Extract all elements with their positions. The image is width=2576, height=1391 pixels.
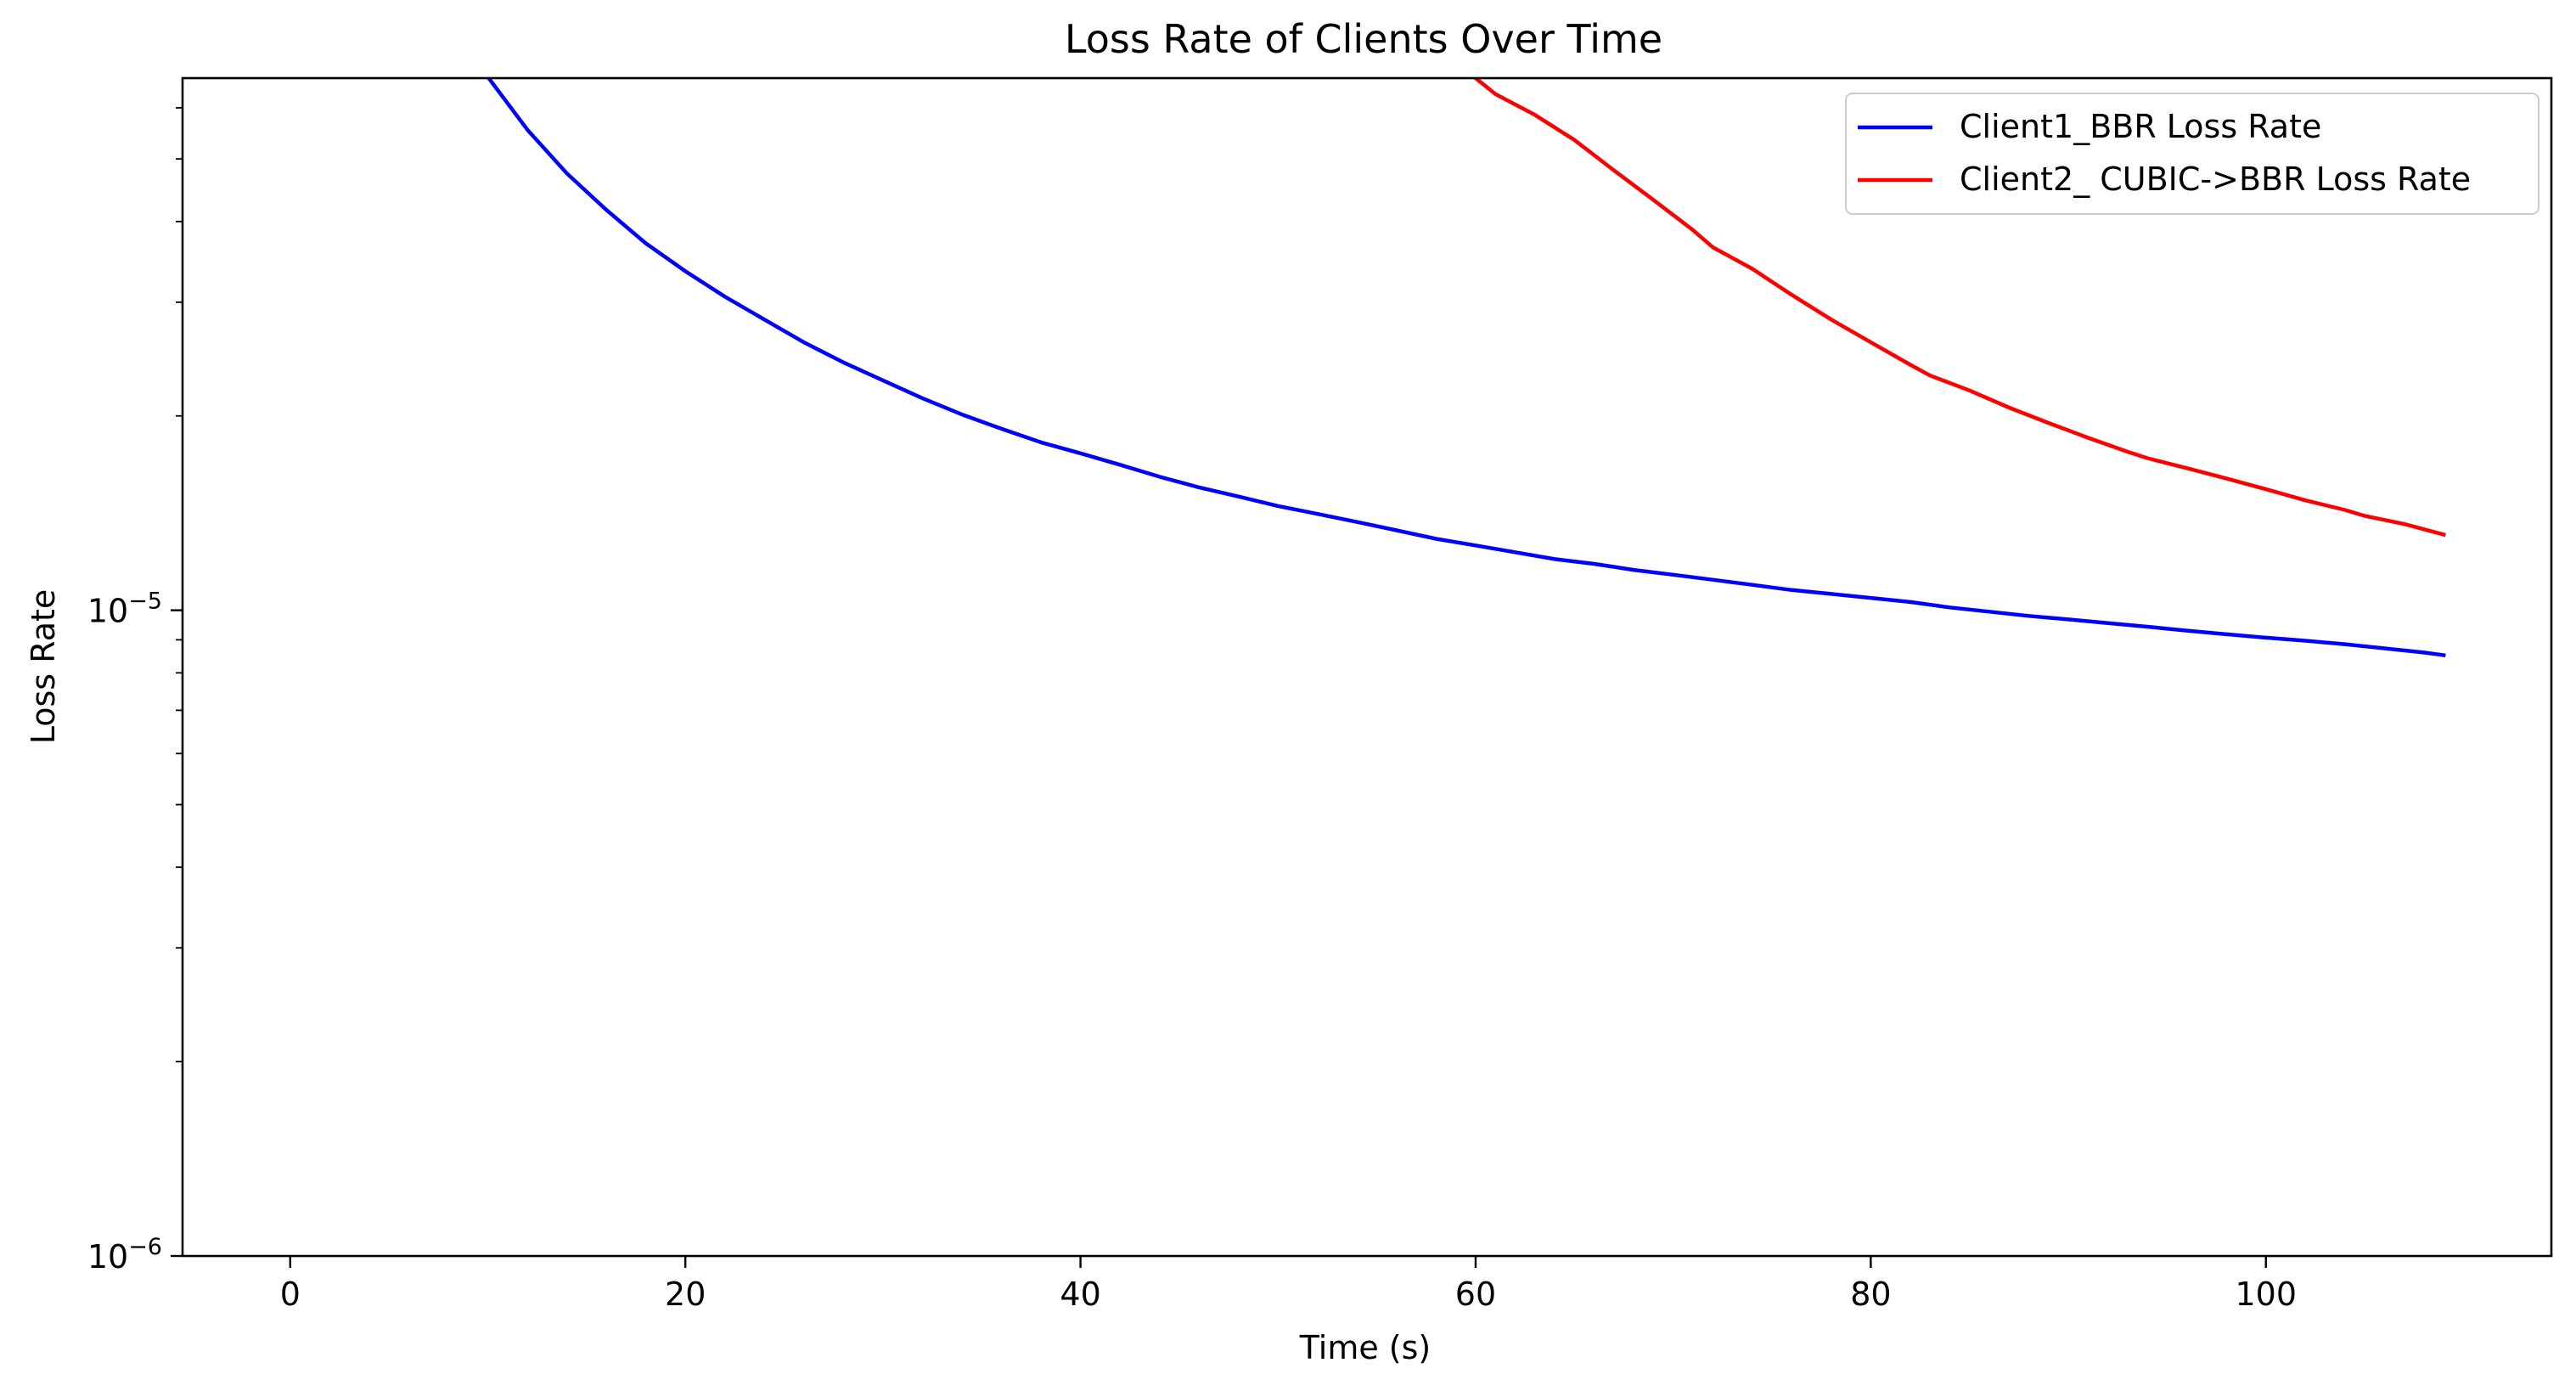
legend-label-client1: Client1_BBR Loss Rate xyxy=(1960,108,2321,145)
x-tick-label: 40 xyxy=(1060,1276,1100,1313)
legend: Client1_BBR Loss Rate Client2_ CUBIC->BB… xyxy=(1845,93,2539,215)
x-axis: 0 20 40 60 80 100 xyxy=(280,1256,2297,1313)
series-layer xyxy=(486,78,2446,658)
legend-label-client2: Client2_ CUBIC->BBR Loss Rate xyxy=(1960,160,2471,198)
plot-area xyxy=(181,76,2553,1258)
plot-frame xyxy=(181,76,2553,1258)
y-axis-label: Loss Rate xyxy=(25,589,62,745)
x-axis-label: Time (s) xyxy=(1299,1329,1431,1366)
legend-box xyxy=(1845,93,2539,215)
x-tick-label: 80 xyxy=(1850,1276,1891,1313)
x-tick-label: 20 xyxy=(665,1276,706,1313)
series-line-client2 xyxy=(1472,78,2446,538)
y-tick-label: 10−6 xyxy=(87,1234,162,1276)
y-axis: 10−6 10−5 xyxy=(87,107,183,1276)
x-tick-label: 100 xyxy=(2235,1276,2297,1313)
x-tick-label: 0 xyxy=(280,1276,301,1313)
y-tick-label: 10−5 xyxy=(87,588,162,630)
chart-title: Loss Rate of Clients Over Time xyxy=(1065,16,1662,62)
x-tick-label: 60 xyxy=(1455,1276,1496,1313)
series-line-client1 xyxy=(486,78,2446,658)
